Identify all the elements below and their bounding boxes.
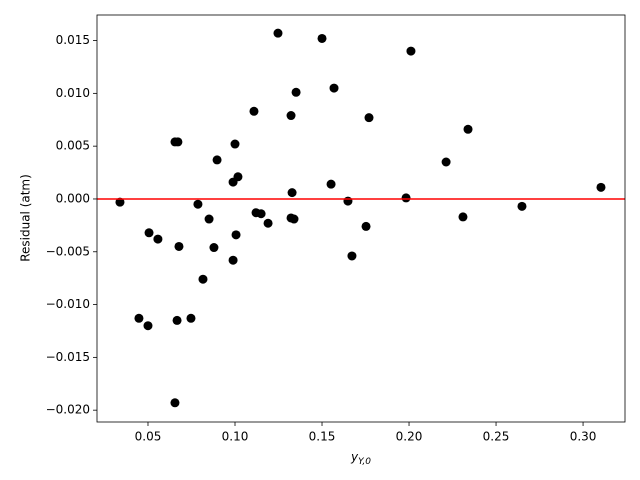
point [204,214,214,224]
x-tick-label: 0.15 [309,430,336,444]
y-axis-label: Residual (atm) [19,174,33,262]
point [273,28,283,38]
x-label-sub: Y,0 [358,457,371,467]
y-tick-label: −0.015 [46,350,90,364]
point [401,193,411,203]
x-tick-label: 0.20 [396,430,423,444]
x-label-main: y [350,450,359,464]
point [263,218,273,228]
point [115,197,125,207]
point [517,201,527,211]
point [326,179,336,189]
point [463,124,473,134]
point [228,255,238,265]
point [173,137,183,147]
y-tick-label: −0.010 [46,297,90,311]
point [256,209,266,219]
point [286,111,296,121]
point [329,83,339,93]
y-tick-label: 0.015 [56,33,90,47]
point [291,87,301,97]
point [144,228,154,238]
x-tick-label: 0.05 [135,430,162,444]
point [249,106,259,116]
point [174,241,184,251]
point [458,212,468,222]
x-tick-label: 0.25 [483,430,510,444]
point [134,313,144,323]
point [193,199,203,209]
point [172,315,182,325]
y-tick-label: 0.010 [56,86,90,100]
x-tick-label: 0.30 [570,430,597,444]
x-tick-label: 0.10 [222,430,249,444]
y-tick-label: −0.020 [46,403,90,417]
point [143,321,153,331]
point [212,155,222,165]
point [441,157,451,167]
point [198,274,208,284]
point [406,46,416,56]
point [317,33,327,43]
y-tick-label: −0.005 [46,244,90,258]
point [347,251,357,261]
point [233,172,243,182]
point [209,243,219,253]
y-tick-label: 0.000 [56,191,90,205]
point [230,139,240,149]
point [287,188,297,198]
y-tick-label: 0.005 [56,139,90,153]
point [289,214,299,224]
point [153,234,163,244]
plot-frame [96,14,626,423]
point [361,221,371,231]
point [170,398,180,408]
point [186,313,196,323]
point [343,196,353,206]
point [364,113,374,123]
x-axis-label: yY,0 [350,450,371,467]
point [231,230,241,240]
point [596,182,606,192]
